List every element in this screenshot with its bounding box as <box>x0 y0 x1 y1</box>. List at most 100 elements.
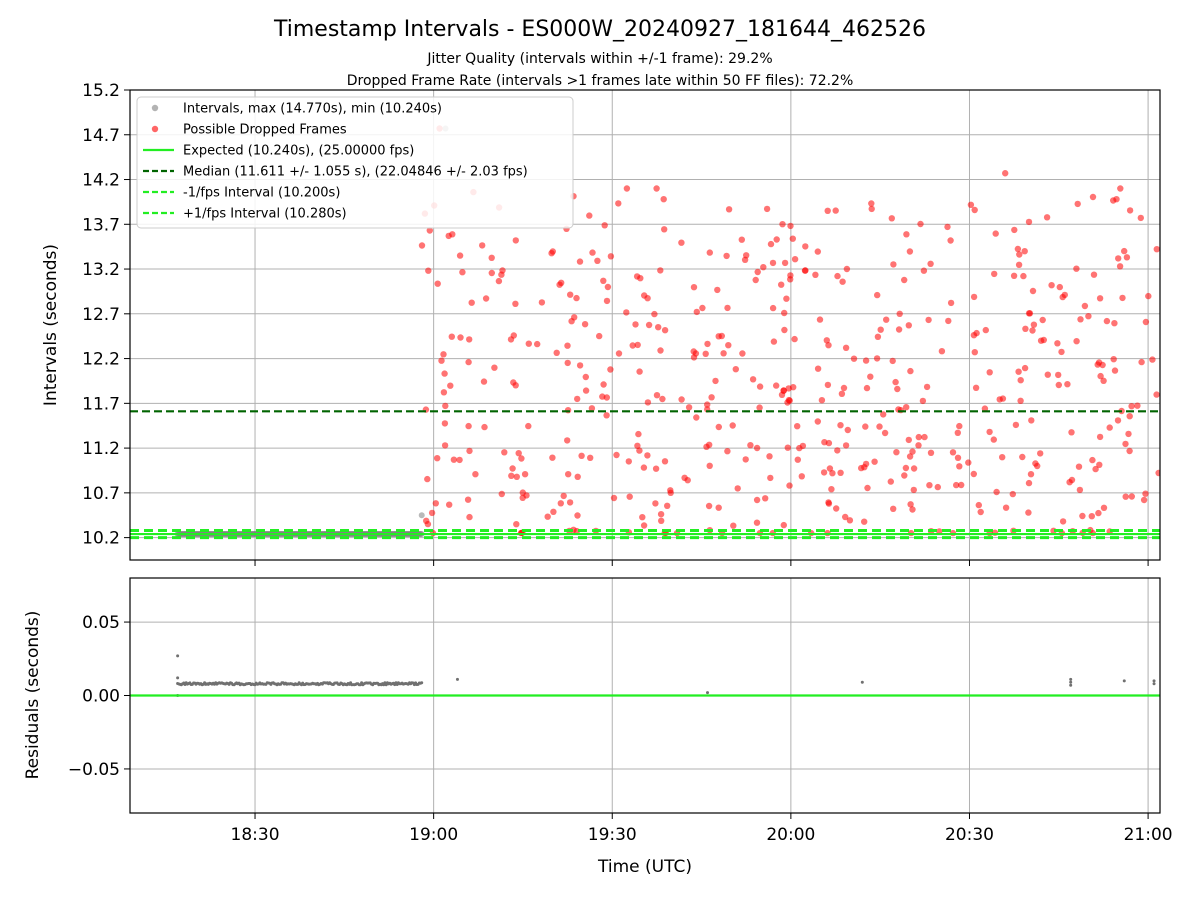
residual-point <box>176 654 180 658</box>
dropped-frame-point <box>917 220 924 228</box>
dropped-frame-point <box>825 439 833 447</box>
dropped-frame-point <box>1090 271 1098 278</box>
dropped-frame-point <box>1115 255 1122 262</box>
dropped-frame-point <box>1039 316 1046 324</box>
dropped-frame-point <box>702 350 709 357</box>
dropped-frame-point <box>724 304 731 312</box>
dropped-frame-point <box>881 429 889 437</box>
dropped-frame-point <box>769 259 777 267</box>
dropped-frame-point <box>1032 460 1039 467</box>
dropped-frame-point <box>896 310 903 317</box>
dropped-frame-point <box>915 442 922 449</box>
dropped-frame-point <box>833 505 840 512</box>
dropped-frame-point <box>778 391 786 398</box>
dropped-frame-point <box>991 270 998 278</box>
dropped-frame-point <box>921 433 928 441</box>
dropped-frame-point <box>525 422 532 430</box>
dropped-frame-point <box>574 512 581 519</box>
dropped-frame-point <box>613 451 620 459</box>
dropped-frame-point <box>829 470 836 477</box>
dropped-frame-point <box>488 269 495 277</box>
dropped-frame-point <box>785 385 792 392</box>
dropped-frame-point <box>636 368 643 375</box>
dropped-frame-point <box>1066 479 1073 486</box>
dropped-frame-point <box>986 428 993 436</box>
dropped-frame-point <box>564 437 571 444</box>
dropped-frame-point <box>1073 265 1080 272</box>
dropped-frame-point <box>1145 292 1152 300</box>
dropped-frame-point <box>706 441 713 448</box>
dropped-frame-point <box>1064 381 1071 388</box>
dropped-frame-point <box>715 423 722 431</box>
dropped-frame-point <box>889 357 896 365</box>
dropped-frame-point <box>488 254 495 261</box>
dropped-frame-point <box>820 469 828 476</box>
dropped-frame-point <box>1100 377 1107 384</box>
dropped-frame-point <box>644 295 651 302</box>
dropped-frame-point <box>518 455 525 462</box>
dropped-frame-point <box>1002 170 1009 177</box>
dropped-frame-point <box>906 248 914 255</box>
legend-entry-label: Intervals, max (14.770s), min (10.240s) <box>183 102 442 117</box>
dropped-frame-point <box>919 397 927 405</box>
dropped-frame-point <box>1096 433 1104 441</box>
dropped-frame-point <box>999 395 1007 402</box>
dropped-frame-point <box>690 348 697 355</box>
dropped-frame-point <box>466 447 473 455</box>
dropped-frame-point <box>1077 316 1084 323</box>
dropped-frame-point <box>1142 490 1149 497</box>
dropped-frame-point <box>1134 402 1141 409</box>
dropped-frame-point <box>832 207 839 214</box>
x-tick-label: 20:30 <box>945 825 994 845</box>
dropped-frame-point <box>1123 254 1131 261</box>
dropped-frame-point <box>626 493 633 500</box>
dropped-frame-point <box>977 508 984 516</box>
dropped-frame-point <box>863 384 871 392</box>
dropped-frame-point <box>876 423 883 430</box>
dropped-frame-point <box>1019 453 1026 461</box>
dropped-frame-point <box>773 382 780 389</box>
dropped-frame-point <box>814 365 822 372</box>
dropped-frame-point <box>1029 287 1037 295</box>
dropped-frame-point <box>1055 371 1062 379</box>
top-data-layer <box>130 125 1160 540</box>
dropped-frame-point <box>604 283 612 291</box>
dropped-frame-point <box>690 354 698 361</box>
dropped-frame-point <box>732 366 739 373</box>
dropped-frame-point <box>947 237 954 244</box>
top-y-tick-label: 15.2 <box>82 81 120 101</box>
dropped-frame-point <box>574 473 581 480</box>
dropped-frame-point <box>967 201 975 208</box>
dropped-frame-point <box>1025 218 1033 226</box>
dropped-frame-point <box>725 342 732 349</box>
dropped-frame-point <box>1106 424 1113 431</box>
dropped-frame-point <box>944 223 951 231</box>
dropped-frame-point <box>769 304 777 312</box>
residual-point <box>860 680 864 684</box>
dropped-frame-point <box>1061 291 1069 299</box>
dropped-frame-point <box>1122 493 1129 500</box>
dropped-frame-point <box>1011 226 1018 234</box>
dropped-frame-point <box>1056 283 1064 291</box>
dropped-frame-point <box>838 390 846 397</box>
dropped-frame-point <box>990 436 997 443</box>
dropped-frame-point <box>934 483 941 491</box>
dropped-frame-point <box>657 267 664 274</box>
dropped-frame-point <box>766 453 773 460</box>
dropped-frame-point <box>1043 214 1051 221</box>
dropped-frame-point <box>450 456 458 463</box>
x-tick-label: 20:00 <box>766 825 815 845</box>
dropped-frame-point <box>794 423 801 430</box>
dropped-frame-point <box>633 273 641 280</box>
top-y-tick-label: 14.2 <box>82 171 120 191</box>
dropped-frame-point <box>1110 356 1117 363</box>
dropped-frame-point <box>1025 509 1032 516</box>
dropped-frame-point <box>594 257 601 264</box>
top-y-tick-label: 14.7 <box>82 126 120 146</box>
dropped-frame-point <box>1155 469 1160 477</box>
bottom-y-axis-label: Residuals (seconds) <box>23 611 43 780</box>
dropped-frame-point <box>880 411 887 418</box>
dropped-frame-point <box>954 429 961 436</box>
dropped-frame-point <box>607 366 614 373</box>
dropped-frame-point <box>1126 413 1133 420</box>
